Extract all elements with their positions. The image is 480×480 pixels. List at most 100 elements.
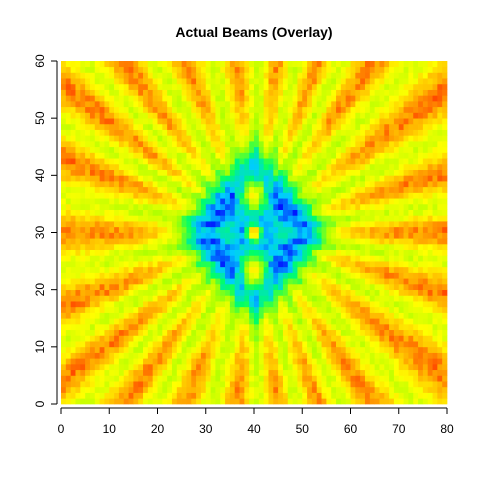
heatmap-cell — [143, 169, 149, 176]
heatmap-cell — [437, 329, 443, 336]
heatmap-cell — [442, 89, 448, 96]
heatmap-cell — [408, 146, 414, 153]
heatmap-cell — [326, 78, 332, 85]
heatmap-cell — [109, 112, 115, 119]
heatmap-cell — [171, 186, 178, 193]
x-tick-label: 30 — [199, 422, 213, 436]
heatmap-cell — [128, 323, 134, 331]
heatmap-cell — [205, 163, 211, 170]
heatmap-cell — [89, 266, 96, 273]
heatmap-cell — [89, 152, 96, 159]
heatmap-cell — [350, 152, 356, 159]
heatmap-cell — [191, 158, 197, 165]
heatmap-cell — [297, 135, 303, 142]
heatmap-cell — [75, 318, 81, 325]
heatmap-cell — [355, 198, 361, 205]
heatmap-cell — [331, 318, 337, 325]
heatmap-cell — [70, 163, 76, 170]
heatmap-cell — [287, 158, 293, 165]
heatmap-cell — [109, 209, 115, 216]
heatmap-cell — [244, 238, 250, 245]
heatmap-cell — [220, 101, 226, 108]
heatmap-cell — [408, 106, 414, 113]
heatmap-cell — [282, 358, 289, 365]
heatmap-cell — [384, 232, 390, 239]
heatmap-cell — [254, 83, 260, 90]
heatmap-cell — [138, 335, 144, 342]
heatmap-cell — [369, 358, 375, 365]
heatmap-cell — [65, 255, 71, 262]
heatmap-cell — [138, 72, 144, 79]
heatmap-cell — [403, 238, 409, 245]
heatmap-cell — [157, 83, 163, 90]
heatmap-cell — [157, 209, 163, 216]
heatmap-cell — [432, 283, 438, 291]
heatmap-cell — [292, 118, 298, 125]
heatmap-cell — [80, 118, 86, 125]
heatmap-cell — [85, 278, 91, 285]
heatmap-cell — [234, 346, 240, 353]
heatmap-cell — [340, 358, 347, 365]
heatmap-cell — [413, 341, 419, 348]
heatmap-cell — [287, 83, 293, 90]
heatmap-cell — [364, 158, 371, 165]
heatmap-cell — [302, 266, 308, 273]
heatmap-cell — [360, 335, 366, 342]
heatmap-cell — [336, 278, 342, 285]
heatmap-cell — [403, 95, 409, 102]
heatmap-cell — [263, 61, 269, 68]
heatmap-cell — [393, 118, 400, 125]
heatmap-cell — [408, 381, 414, 388]
heatmap-cell — [104, 226, 110, 233]
heatmap-cell — [196, 341, 202, 348]
heatmap-cell — [422, 129, 429, 136]
heatmap-cell — [302, 335, 308, 342]
heatmap-cell — [273, 66, 279, 73]
heatmap-cell — [316, 101, 322, 108]
heatmap-cell — [398, 118, 404, 125]
heatmap-cell — [297, 358, 303, 365]
heatmap-cell — [85, 272, 91, 279]
heatmap-cell — [171, 169, 178, 176]
heatmap-cell — [331, 261, 337, 268]
heatmap-cell — [258, 89, 264, 96]
heatmap-cell — [427, 158, 433, 165]
heatmap-cell — [427, 72, 433, 79]
heatmap-cell — [70, 135, 76, 142]
heatmap-cell — [408, 386, 414, 393]
heatmap-cell — [355, 306, 361, 313]
heatmap-cell — [316, 381, 322, 388]
heatmap-cell — [123, 61, 129, 68]
heatmap-cell — [374, 192, 380, 199]
heatmap-cell — [99, 249, 105, 256]
heatmap-cell — [350, 106, 356, 113]
heatmap-cell — [316, 61, 322, 68]
heatmap-cell — [61, 118, 67, 125]
heatmap-cell — [389, 301, 395, 308]
heatmap-cell — [326, 386, 332, 393]
heatmap-cell — [118, 169, 125, 176]
heatmap-cell — [297, 221, 303, 228]
heatmap-cell — [321, 141, 327, 148]
heatmap-cell — [200, 255, 207, 262]
heatmap-cell — [162, 66, 168, 73]
heatmap-cell — [205, 181, 211, 188]
heatmap-cell — [292, 106, 298, 113]
heatmap-cell — [229, 323, 236, 331]
heatmap-cell — [350, 72, 356, 79]
heatmap-cell — [268, 186, 274, 193]
heatmap-cell — [85, 306, 91, 313]
heatmap-cell — [350, 198, 356, 205]
heatmap-cell — [109, 123, 115, 130]
heatmap-cell — [118, 123, 125, 130]
heatmap-cell — [282, 203, 289, 210]
heatmap-cell — [442, 175, 448, 182]
heatmap-cell — [215, 278, 221, 285]
heatmap-cell — [176, 106, 182, 113]
heatmap-cell — [278, 181, 284, 188]
heatmap-cell — [374, 266, 380, 273]
heatmap-cell — [157, 101, 163, 108]
heatmap-cell — [393, 158, 400, 165]
heatmap-cell — [80, 72, 86, 79]
heatmap-cell — [282, 243, 289, 250]
